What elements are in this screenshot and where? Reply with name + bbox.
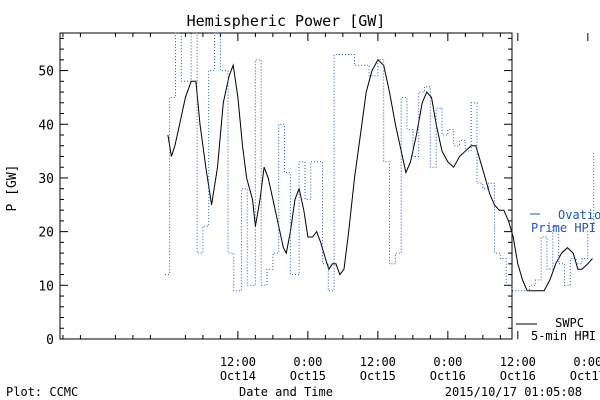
y-tick-label: 50 bbox=[38, 65, 54, 80]
x-tick-date-label: Oct16 bbox=[430, 369, 466, 383]
x-tick-date-label: Oct15 bbox=[360, 369, 396, 383]
legend-ovation-label-line2: Prime HPI bbox=[531, 221, 596, 235]
x-tick-date-label: Oct15 bbox=[290, 369, 326, 383]
x-axis-label: Date and Time bbox=[239, 385, 333, 399]
y-axis-label: P [GW] bbox=[5, 165, 20, 212]
x-tick-time-label: 0:00 bbox=[433, 355, 462, 369]
x-tick-date-label: Oct16 bbox=[500, 369, 536, 383]
legend-swpc-label-line2: 5-min HPI bbox=[531, 329, 596, 343]
y-tick-label: 10 bbox=[38, 279, 54, 294]
y-tick-label: 20 bbox=[38, 226, 54, 241]
chart-title: Hemispheric Power [GW] bbox=[187, 12, 386, 30]
timestamp-label: 2015/10/17 01:05:08 bbox=[445, 385, 582, 399]
y-tick-label: 0 bbox=[46, 333, 54, 348]
plot-source-label: Plot: CCMC bbox=[6, 385, 78, 399]
legend-ovation-label: Ovation bbox=[558, 208, 600, 222]
x-tick-date-label: Oct17 bbox=[570, 369, 600, 383]
x-tick-time-label: 0:00 bbox=[573, 355, 600, 369]
legend-swpc-label: SWPC bbox=[555, 316, 584, 330]
series-layer bbox=[165, 32, 595, 292]
x-tick-date-label: Oct14 bbox=[220, 369, 256, 383]
x-tick-time-label: 12:00 bbox=[360, 355, 396, 369]
series-line-0 bbox=[167, 58, 593, 292]
y-tick-label: 40 bbox=[38, 118, 54, 133]
y-tick-label: 30 bbox=[38, 172, 54, 187]
plot-frame bbox=[59, 32, 513, 340]
x-tick-time-label: 0:00 bbox=[293, 355, 322, 369]
x-tick-time-label: 12:00 bbox=[220, 355, 256, 369]
axes-group: 0102030405012:00Oct140:00Oct1512:00Oct15… bbox=[38, 32, 600, 383]
x-tick-time-label: 12:00 bbox=[500, 355, 536, 369]
